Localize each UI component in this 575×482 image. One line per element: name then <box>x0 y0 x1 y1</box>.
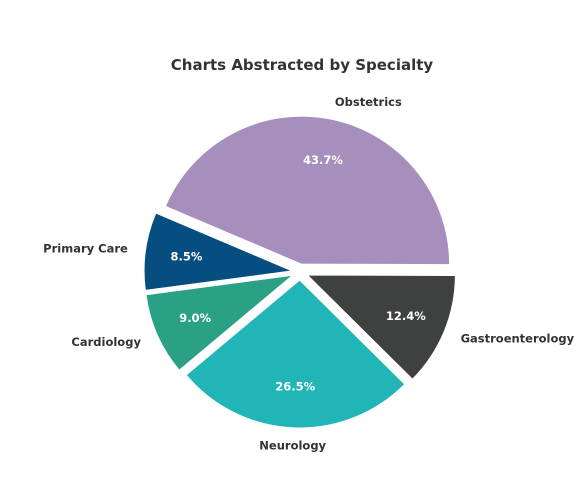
pie-category-label: Neurology <box>259 439 326 453</box>
pie-percent-label: 26.5% <box>275 379 315 393</box>
pie-category-label: Obstetrics <box>335 95 402 109</box>
pie-slice-gastroenterology <box>306 274 456 380</box>
pie-category-label: Cardiology <box>71 335 141 349</box>
pie-slices <box>143 115 456 429</box>
pie-category-label: Gastroenterology <box>461 331 575 345</box>
pie-slice-obstetrics <box>164 115 451 266</box>
pie-slice-cardiology <box>145 274 295 371</box>
pie-percent-label: 12.4% <box>386 309 426 323</box>
pie-percent-label: 9.0% <box>179 311 211 325</box>
pie-category-labels: Obstetrics Gastroenterology Neurology Cardi… <box>43 95 574 453</box>
chart-title: Charts Abstracted by Specialty <box>171 56 434 74</box>
pie-percent-label: 8.5% <box>171 250 203 264</box>
pie-slice-neurology <box>185 279 406 429</box>
pie-category-label: Primary Care <box>43 242 128 256</box>
pie-percent-labels: 43.7% 12.4% 26.5% 9.0% 8.5% <box>171 153 427 394</box>
pie-slice-primary-care <box>143 212 294 291</box>
pie-percent-label: 43.7% <box>303 153 343 167</box>
